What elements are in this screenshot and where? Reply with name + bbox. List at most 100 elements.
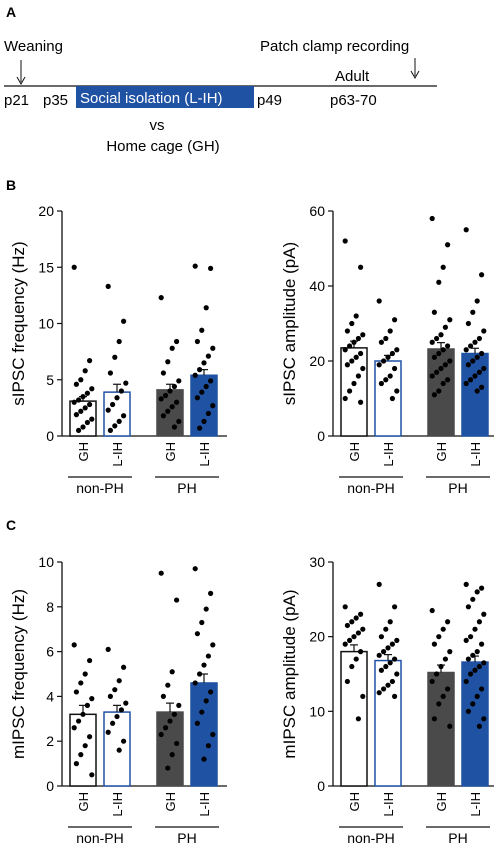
category-label: GH (76, 442, 91, 462)
y-tick-label: 5 (46, 372, 54, 388)
data-point (349, 358, 355, 364)
data-point (199, 709, 205, 715)
data-point (197, 671, 203, 677)
data-point (197, 425, 203, 431)
data-point (468, 343, 474, 349)
data-point (394, 347, 400, 353)
data-point (438, 332, 444, 338)
timeline: Weaning Patch clamp recording Adult Soci… (4, 38, 437, 155)
data-point (470, 701, 476, 707)
data-point (463, 678, 469, 685)
data-point (392, 604, 398, 610)
data-point (76, 718, 82, 724)
data-point (208, 378, 214, 384)
data-point (358, 611, 364, 617)
data-point (73, 381, 79, 387)
data-point (440, 264, 446, 270)
home-cage-label: Home cage (GH) (106, 138, 219, 155)
data-point (174, 338, 180, 345)
data-point (203, 606, 209, 612)
group-label: non-PH (76, 480, 123, 496)
y-tick-label: 0 (317, 428, 325, 444)
y-tick-label: 15 (38, 259, 54, 275)
data-point (121, 318, 127, 324)
data-point (434, 335, 440, 342)
data-point (82, 743, 88, 749)
data-point (205, 653, 211, 659)
data-point (360, 693, 366, 700)
data-point (82, 368, 88, 374)
data-point (436, 350, 442, 357)
data-point (476, 663, 482, 670)
category-label: L-IH (197, 442, 212, 467)
data-point (440, 626, 446, 632)
data-point (474, 298, 480, 304)
data-point (171, 383, 177, 390)
data-point (360, 332, 366, 338)
data-point (80, 424, 86, 430)
data-point (383, 663, 389, 670)
data-point (165, 408, 171, 414)
data-point (445, 619, 451, 625)
data-point (479, 350, 485, 357)
data-point (470, 596, 476, 602)
data-point (387, 373, 393, 379)
y-tick-label: 6 (46, 644, 54, 660)
data-point (442, 656, 448, 662)
data-point (358, 399, 364, 405)
data-point (158, 396, 164, 402)
y-axis-label: sIPSC amplitude (pA) (280, 242, 299, 405)
panel-label-b: B (6, 177, 16, 193)
data-point (468, 377, 474, 383)
data-point (429, 215, 435, 222)
data-point (169, 752, 175, 758)
data-point (445, 242, 451, 248)
data-point (208, 265, 214, 271)
category-label: GH (76, 792, 91, 812)
data-point (199, 619, 205, 626)
data-point (447, 649, 453, 655)
adult-label: Adult (335, 68, 370, 85)
data-point (123, 700, 129, 706)
data-point (468, 671, 474, 677)
data-point (394, 388, 400, 394)
data-point (378, 667, 384, 673)
data-point (192, 680, 198, 686)
data-point (205, 743, 211, 749)
data-point (167, 388, 173, 394)
data-point (479, 585, 485, 591)
data-point (118, 388, 124, 394)
data-point (431, 392, 437, 398)
data-point (479, 686, 485, 692)
data-point (105, 283, 111, 289)
data-point (476, 723, 482, 729)
data-point (351, 339, 357, 345)
data-point (84, 702, 90, 708)
data-point (381, 686, 387, 692)
data-point (112, 687, 118, 693)
y-axis-label: mIPSC frequency (Hz) (9, 589, 28, 759)
data-point (463, 380, 469, 387)
data-point (194, 395, 200, 401)
data-point (383, 626, 389, 632)
data-point (107, 427, 113, 433)
data-point (192, 372, 198, 378)
sipsc-amplitude-chart: 0 20 40 60 sIPSC amplitude (pA) GH L-IH GH L-IH n… (280, 203, 494, 496)
data-point (479, 384, 485, 390)
y-tick-label: 20 (309, 629, 325, 645)
y-tick-label: 20 (38, 203, 54, 219)
category-label: L-IH (110, 792, 125, 817)
sipsc-frequency-chart: 0 5 10 15 20 sIPSC frequency (Hz) GH L-IH GH L-IH… (9, 203, 227, 496)
data-point (355, 335, 361, 342)
data-point (436, 388, 442, 394)
data-point (431, 641, 437, 647)
data-point (353, 656, 359, 662)
data-point (468, 634, 474, 640)
data-point (342, 604, 348, 610)
data-point (160, 370, 166, 376)
data-point (171, 711, 177, 717)
y-tick-label: 60 (309, 203, 325, 219)
y-tick-label: 20 (309, 353, 325, 369)
data-point (476, 619, 482, 625)
data-point (349, 619, 355, 625)
